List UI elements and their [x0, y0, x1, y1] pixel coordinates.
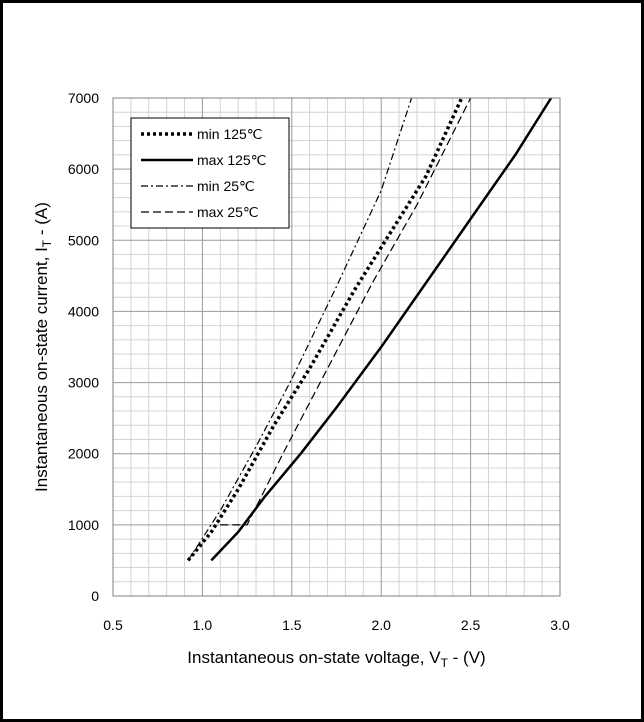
- legend: min 125℃ max 125℃ min 25℃ max 25℃: [130, 117, 290, 229]
- legend-box: [130, 117, 290, 229]
- x-axis-title: Instantaneous on-state voltage, VT - (V): [187, 648, 485, 670]
- x-axis-title-main: Instantaneous on-state voltage, V: [187, 648, 441, 667]
- y-axis-title-subscript: T: [40, 239, 54, 247]
- legend-label-2: max 125℃: [197, 152, 266, 168]
- series-line-4: [220, 97, 472, 526]
- y-tick-label: 3000: [68, 375, 99, 391]
- plot-area-border: [112, 97, 561, 597]
- series-layer: [186, 97, 553, 562]
- y-axis-tick-labels: 0 1000 2000 3000 4000 5000 6000 7000: [68, 90, 99, 604]
- x-tick-label: 1.5: [282, 617, 302, 633]
- legend-label-3: min 25℃: [197, 178, 255, 194]
- y-axis-title-unit: - (A): [32, 202, 51, 240]
- x-axis-tick-labels: 0.5 1.0 1.5 2.0 2.5 3.0: [103, 617, 570, 633]
- y-tick-label: 1000: [68, 517, 99, 533]
- y-tick-label: 2000: [68, 446, 99, 462]
- y-tick-label: 4000: [68, 303, 99, 319]
- x-tick-label: 1.0: [193, 617, 213, 633]
- y-tick-label: 5000: [68, 232, 99, 248]
- chart-svg: 0.5 1.0 1.5 2.0 2.5 3.0 0 1000 2000 3000 4000 5000…: [32, 90, 570, 670]
- x-axis-title-unit: - (V): [448, 648, 486, 667]
- series-line-2: [210, 97, 553, 562]
- y-tick-label: 0: [91, 588, 99, 604]
- x-tick-label: 0.5: [103, 617, 123, 633]
- x-axis-title-subscript: T: [441, 656, 449, 670]
- x-tick-label: 2.5: [461, 617, 481, 633]
- y-axis-title-main: Instantaneous on-state current, I: [32, 247, 51, 492]
- y-axis-title: Instantaneous on-state current, IT - (A): [32, 202, 54, 492]
- x-tick-label: 3.0: [550, 617, 570, 633]
- y-tick-label: 6000: [68, 161, 99, 177]
- legend-label-4: max 25℃: [197, 204, 259, 220]
- x-tick-label: 2.0: [371, 617, 391, 633]
- y-tick-label: 7000: [68, 90, 99, 106]
- legend-label-1: min 125℃: [197, 126, 263, 142]
